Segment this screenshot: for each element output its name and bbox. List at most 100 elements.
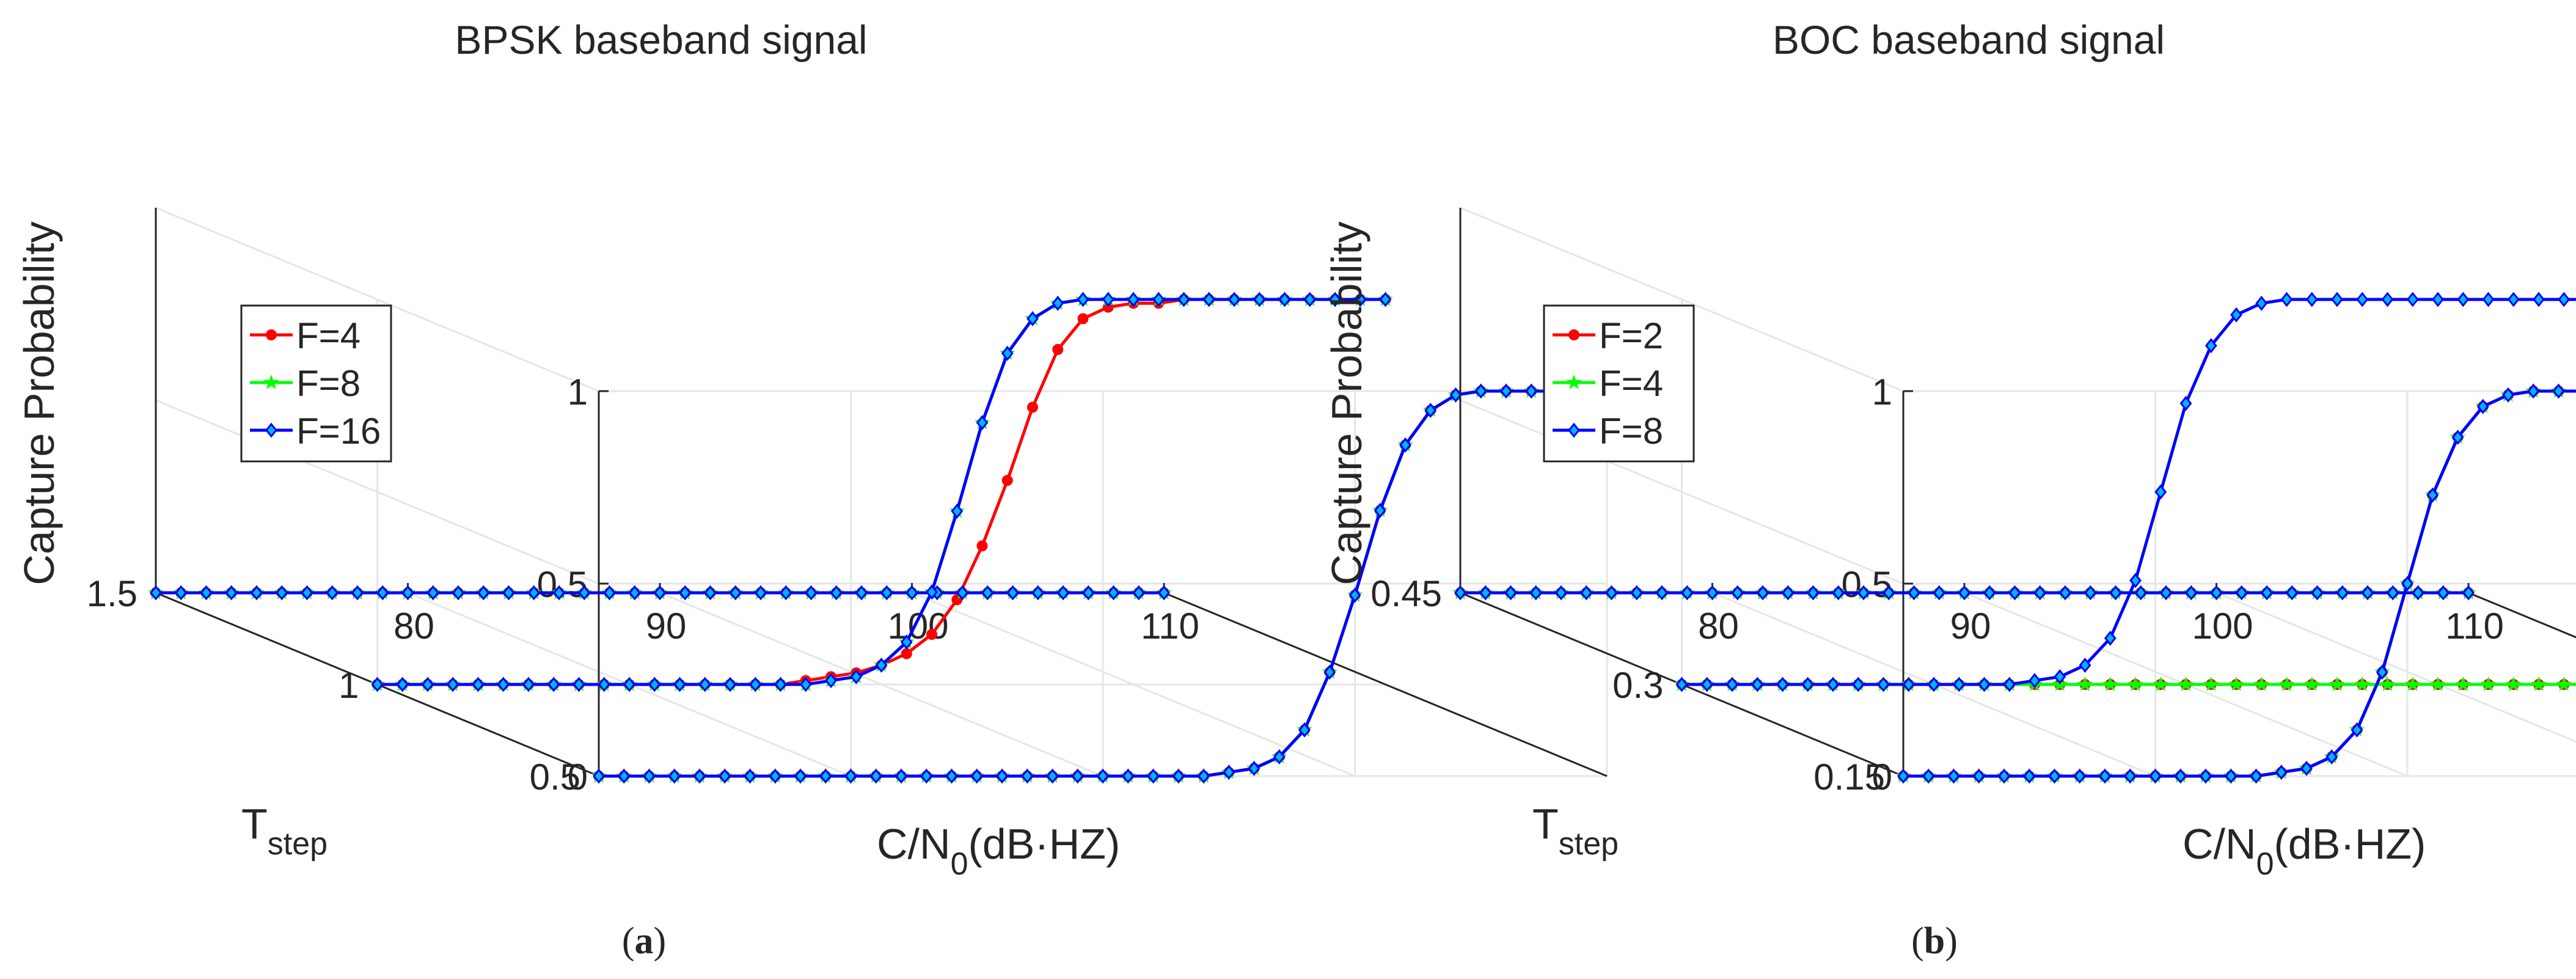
panel-b-data-point (1807, 585, 1820, 601)
panel-a-data-point (251, 585, 263, 601)
panel-b-data-point (2480, 676, 2497, 691)
panel-a-data-point (830, 585, 843, 601)
panel-a-data-point (668, 768, 681, 784)
panel-b-title: BOC baseband signal (1773, 17, 2165, 62)
panel-b-x-axis-label-sub: 0 (2256, 846, 2274, 882)
panel-a-data-point (855, 585, 868, 601)
panel-b-z-tick-label: 1 (1872, 372, 1892, 413)
panel-b-data-point (2203, 676, 2219, 691)
panel-b-data-point (2406, 292, 2419, 307)
panel-a-data-point (1102, 292, 1114, 307)
panel-a-data-point (996, 768, 1008, 784)
panel-b-data-point (2230, 307, 2242, 323)
panel-a-data-point (1052, 343, 1064, 355)
panel-a-legend-item: F=8 (250, 363, 360, 404)
panel-b-data-point (1630, 585, 1643, 601)
panel-a-data-point (1474, 383, 1487, 399)
panel-a-title: BPSK baseband signal (455, 17, 867, 62)
panel-b-data-point (2253, 676, 2269, 691)
panel-b-data-point (2104, 630, 2117, 646)
panel-b-data-point (1883, 585, 1895, 601)
panel-a-data-point (880, 585, 893, 601)
panel-b-data-point (2033, 585, 2046, 601)
panel-a-data-point (1057, 585, 1069, 601)
panel-b-z-tick-label: 0 (1872, 757, 1892, 798)
panel-b-data-point (2531, 676, 2547, 691)
panel-b-data-point (1731, 585, 1744, 601)
panel-b-data-point (1908, 585, 1920, 601)
panel-a-data-point (623, 676, 635, 692)
panel-a-data-point (472, 676, 485, 692)
panel-b-data-point (1706, 585, 1719, 601)
panel-b-data-point (1897, 768, 1909, 784)
panel-a-data-point (1228, 292, 1240, 307)
panel-b-data-point (2153, 676, 2168, 691)
panel-a-x-axis-line-right (1163, 592, 1608, 777)
panel-b-data-point (2533, 292, 2545, 307)
panel-b-data-point (2552, 383, 2565, 399)
panel-a-data-point (628, 585, 641, 601)
panel-a-data-point (780, 585, 792, 601)
panel-b-data-point (2325, 749, 2338, 765)
panel-b-legend-label: F=8 (1599, 411, 1663, 452)
panel-b-data-point (1757, 585, 1769, 601)
panel-a-data-point (1147, 768, 1160, 784)
panel-a-data-point (926, 584, 938, 600)
panel-a-data-point (396, 676, 409, 692)
panel-a-data-point (1374, 502, 1386, 518)
panel-a-y-axis-label-main: T (241, 800, 268, 848)
panel-b-data-point (2432, 292, 2444, 307)
panel-b-data-point (2556, 676, 2572, 691)
panel-b-y-tick-label: 0.45 (1370, 573, 1442, 614)
panel-a-data-point (522, 676, 535, 692)
panel-b-data-point (2225, 768, 2238, 784)
panel-b-data-point (2379, 676, 2396, 691)
panel-a-data-point (956, 585, 968, 601)
panel-a-data-point (547, 676, 560, 692)
panel-b-data-point (1555, 585, 1567, 601)
panel-b-data-point (2077, 676, 2093, 691)
panel-b-x-tick-label: 90 (1950, 606, 1991, 647)
panel-a-x-tick-label: 80 (393, 606, 434, 647)
panel-a-data-point (371, 676, 384, 692)
panel-a-data-point (976, 415, 989, 431)
panel-b-data-point (2210, 585, 2223, 601)
panel-b-data-point (2558, 292, 2571, 307)
panel-b-legend-marker (1568, 422, 1580, 438)
panel-a-data-point (945, 768, 958, 784)
panel-b-data-point (2286, 585, 2299, 601)
panel-a-data-point (900, 634, 913, 650)
panel-b-data-point (2059, 585, 2071, 601)
panel-b-data-point (1933, 585, 1945, 601)
panel-a-data-point (724, 676, 736, 692)
panel-b-data-point (2278, 676, 2295, 691)
panel-a-data-point (502, 585, 515, 601)
panel-a-data-point (553, 585, 565, 601)
panel-b-data-point (2054, 669, 2066, 684)
panel-a-data-point (1354, 292, 1367, 307)
panel-a-data-point (749, 676, 762, 692)
panel-a-data-point (744, 768, 756, 784)
panel-b-data-point (1681, 585, 1694, 601)
panel-b-x-axis-label: C/N0(dB·HZ) (2183, 820, 2426, 882)
panel-b-data-point (2235, 585, 2248, 601)
panel-b-data-point (2506, 676, 2522, 691)
panel-a-data-point (769, 768, 781, 784)
panel-b-data-point (2300, 760, 2313, 776)
panel-b-data-point (2401, 576, 2413, 592)
panel-b-data-point (2008, 585, 2021, 601)
panel-a-data-point (1525, 383, 1538, 399)
panel-a-gridline-z (155, 207, 599, 392)
panel-b-data-point (2099, 768, 2111, 784)
panel-b-x-tick-label: 100 (2192, 606, 2253, 647)
panel-a-data-point (497, 676, 510, 692)
panel-a-x-axis-label-main: C/N (877, 820, 951, 868)
panel-b-data-point (1454, 585, 1466, 601)
panel-a-data-point (1253, 292, 1266, 307)
panel-b-data-point (2387, 585, 2399, 601)
panel-a-caption-letter: a (635, 920, 654, 962)
panel-a-z-tick-label: 1 (568, 372, 588, 413)
panel-b-data-point (1852, 676, 1865, 692)
